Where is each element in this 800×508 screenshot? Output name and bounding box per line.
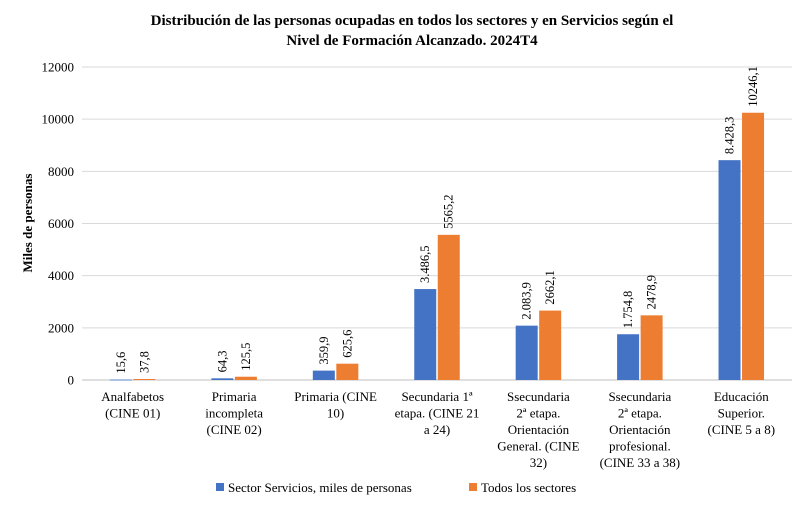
category-label: 10) bbox=[327, 406, 344, 421]
bar bbox=[640, 315, 663, 380]
category-label: 2ª etapa. bbox=[618, 406, 662, 421]
data-label: 37,8 bbox=[137, 351, 151, 373]
chart-title-line-1: Distribución de las personas ocupadas en… bbox=[151, 13, 674, 29]
data-label: 64,3 bbox=[215, 350, 229, 372]
y-tick-label: 8000 bbox=[48, 164, 74, 179]
y-tick-label: 0 bbox=[68, 373, 75, 388]
category-label: Superior. bbox=[718, 406, 765, 421]
bars bbox=[109, 112, 765, 381]
bar bbox=[109, 379, 132, 381]
data-label: 2.083,9 bbox=[520, 282, 534, 320]
y-tick-label: 10000 bbox=[42, 112, 75, 127]
category-label: Educación bbox=[714, 389, 769, 404]
data-label: 2478,9 bbox=[645, 275, 659, 309]
category-label: Primaria (CINE bbox=[294, 389, 377, 404]
data-label: 2662,1 bbox=[543, 270, 557, 304]
category-label: etapa. (CINE 21 bbox=[395, 406, 480, 421]
category-label: Analfabetos bbox=[101, 389, 164, 404]
data-label: 3.486,5 bbox=[418, 246, 432, 284]
data-label: 10246,1 bbox=[746, 66, 760, 107]
category-label: a 24) bbox=[424, 422, 450, 437]
category-labels: Analfabetos(CINE 01)Primariaincompleta(C… bbox=[101, 389, 775, 470]
y-axis-label: Miles de personas bbox=[20, 174, 35, 273]
bar bbox=[211, 378, 234, 380]
data-label: 125,5 bbox=[239, 343, 253, 371]
chart-title-line-2: Nivel de Formación Alcanzado. 2024T4 bbox=[286, 33, 538, 49]
bar bbox=[414, 289, 437, 380]
y-axis-ticks: 0 2000 4000 6000 8000 10000 12000 bbox=[42, 60, 75, 388]
data-label: 5565,2 bbox=[442, 194, 456, 228]
bar bbox=[742, 112, 765, 380]
category-label: Secundaria 1ª bbox=[401, 389, 473, 404]
y-tick-label: 4000 bbox=[48, 268, 74, 283]
legend: Sector Servicios, miles de personas Todos… bbox=[216, 480, 576, 495]
gridlines bbox=[82, 66, 792, 381]
legend-label: Todos los sectores bbox=[481, 480, 576, 495]
y-tick-label: 12000 bbox=[42, 60, 75, 75]
category-label: profesional. bbox=[609, 439, 671, 454]
y-tick-label: 6000 bbox=[48, 216, 74, 231]
category-label: (CINE 01) bbox=[105, 406, 160, 421]
bar bbox=[539, 310, 562, 380]
data-label: 625,6 bbox=[340, 330, 354, 358]
data-label: 359,9 bbox=[317, 336, 331, 364]
bar bbox=[133, 379, 156, 380]
bar bbox=[515, 325, 538, 380]
category-label: (CINE 33 a 38) bbox=[600, 455, 681, 470]
category-label: Ssecundaria bbox=[507, 389, 570, 404]
bar bbox=[336, 363, 359, 380]
category-label: (CINE 5 a 8) bbox=[708, 422, 776, 437]
legend-swatch bbox=[469, 483, 477, 491]
data-label: 15,6 bbox=[114, 352, 128, 374]
category-label: General. (CINE bbox=[497, 439, 579, 454]
category-label: incompleta bbox=[205, 406, 263, 421]
category-label: Ssecundaria bbox=[608, 389, 671, 404]
category-label: 32) bbox=[530, 455, 547, 470]
legend-label: Sector Servicios, miles de personas bbox=[228, 480, 412, 495]
category-label: Orientación bbox=[508, 422, 570, 437]
legend-swatch bbox=[216, 483, 224, 491]
bar bbox=[437, 234, 460, 380]
bar bbox=[617, 334, 640, 380]
category-label: Primaria bbox=[212, 389, 257, 404]
bar bbox=[234, 376, 257, 380]
data-label: 8.428,3 bbox=[723, 117, 737, 155]
data-label: 1.754,8 bbox=[621, 291, 635, 329]
bar bbox=[718, 160, 741, 380]
category-label: Orientación bbox=[609, 422, 671, 437]
data-labels: 15,6 37,8 64,3 125,5 359,9 625,6 3.486,5 5565,2… bbox=[114, 66, 760, 373]
y-tick-label: 2000 bbox=[48, 320, 74, 335]
category-label: 2ª etapa. bbox=[516, 406, 560, 421]
bar bbox=[312, 370, 335, 380]
category-label: (CINE 02) bbox=[207, 422, 262, 437]
